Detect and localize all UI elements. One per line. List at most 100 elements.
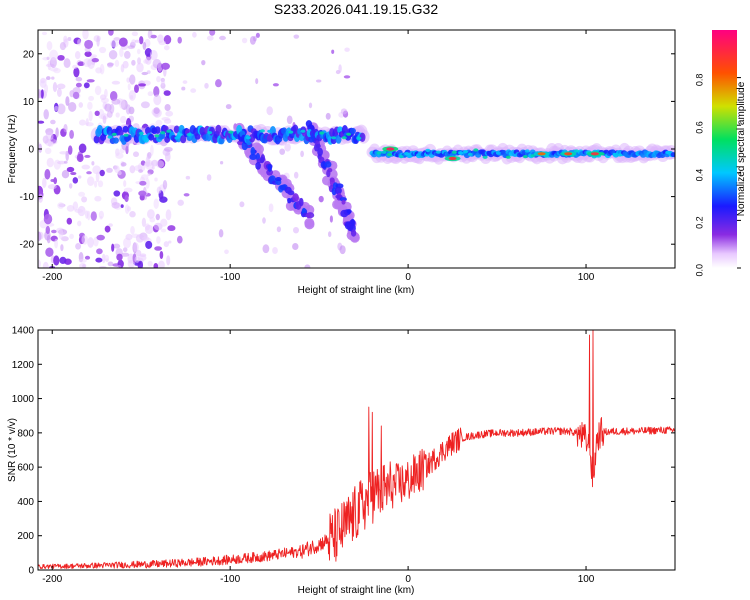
noise-blob bbox=[135, 234, 145, 243]
noise-blob bbox=[255, 78, 259, 85]
noise-blob bbox=[77, 61, 85, 66]
y-tick-label: -10 bbox=[20, 192, 35, 203]
noise-blob bbox=[272, 83, 279, 87]
colorbar-tick-label: 0.8 bbox=[695, 74, 705, 87]
noise-blob bbox=[45, 225, 51, 235]
noise-blob bbox=[84, 154, 91, 158]
noise-blob bbox=[63, 160, 68, 164]
noise-blob bbox=[52, 82, 58, 93]
noise-blob bbox=[86, 79, 95, 83]
noise-blob bbox=[141, 71, 148, 76]
noise-blob bbox=[38, 120, 45, 124]
snr-x-ticks: -200 -100 0 100 bbox=[42, 330, 595, 585]
snr-series bbox=[38, 330, 675, 569]
ridge-blob bbox=[173, 125, 180, 134]
noise-blob bbox=[331, 49, 335, 54]
ridge-blob bbox=[180, 135, 187, 144]
noise-blob bbox=[75, 242, 82, 250]
noise-blob bbox=[102, 115, 107, 124]
noise-blob bbox=[53, 255, 60, 266]
branch-blob bbox=[350, 229, 357, 237]
noise-blob bbox=[46, 157, 54, 168]
noise-blob bbox=[56, 103, 66, 115]
noise-blob bbox=[325, 112, 331, 120]
colorbar-gradient bbox=[712, 30, 737, 268]
branch-blob bbox=[259, 156, 265, 164]
noise-blob bbox=[38, 259, 41, 268]
x-tick-label: 0 bbox=[405, 272, 411, 283]
noise-blob bbox=[60, 244, 64, 252]
branch-blob bbox=[306, 212, 311, 219]
noise-blob bbox=[78, 191, 86, 197]
ridge-core bbox=[123, 133, 129, 137]
noise-blob bbox=[91, 161, 95, 166]
noise-blob bbox=[107, 62, 114, 68]
noise-blob bbox=[98, 108, 105, 120]
noise-blob bbox=[160, 78, 165, 87]
ridge-blob bbox=[96, 124, 103, 135]
noise-blob bbox=[59, 42, 66, 51]
noise-blob bbox=[159, 250, 164, 260]
noise-blob bbox=[124, 194, 129, 203]
noise-blob bbox=[53, 106, 59, 111]
noise-blob bbox=[133, 242, 139, 253]
noise-blob bbox=[44, 84, 49, 94]
noise-blob bbox=[76, 153, 84, 163]
y-tick-label: 800 bbox=[17, 428, 34, 439]
noise-blob bbox=[94, 180, 98, 188]
x-tick-label: -200 bbox=[42, 272, 62, 283]
noise-blob bbox=[92, 165, 101, 175]
noise-blob bbox=[115, 152, 124, 159]
noise-blob bbox=[96, 35, 100, 47]
snr-x-label: Height of straight line (km) bbox=[298, 585, 415, 596]
ridge-core bbox=[482, 155, 488, 159]
figure-title: S233.2026.041.19.15.G32 bbox=[274, 1, 438, 17]
noise-blob bbox=[38, 89, 42, 99]
ridge-blob bbox=[359, 132, 366, 143]
noise-blob bbox=[95, 171, 100, 183]
noise-blob bbox=[63, 35, 68, 43]
ridge-blob bbox=[122, 125, 129, 133]
noise-blob bbox=[149, 216, 156, 223]
noise-blob bbox=[46, 235, 51, 244]
noise-blob bbox=[164, 146, 173, 152]
snr-y-label: SNR (10 * v/v) bbox=[7, 418, 18, 482]
noise-blob bbox=[249, 36, 256, 45]
noise-blob bbox=[55, 127, 59, 138]
snr-panel: -200 -100 0 100 0 200 400 600 800 1000 1200 1400 H… bbox=[7, 326, 676, 596]
ridge-blob bbox=[112, 137, 119, 144]
colorbar-tick-label: 0.2 bbox=[695, 216, 705, 229]
noise-blob bbox=[129, 165, 136, 174]
y-tick-label: 0 bbox=[28, 566, 34, 577]
ridge-core bbox=[300, 129, 306, 133]
ridge-core bbox=[138, 131, 144, 135]
noise-blob bbox=[153, 86, 160, 97]
ridge-core bbox=[107, 135, 113, 139]
colorbar-ticks: 0.0 0.2 0.4 0.6 0.8 bbox=[695, 74, 741, 277]
noise-blob bbox=[72, 91, 80, 100]
ridge-core bbox=[467, 152, 473, 156]
noise-blob bbox=[69, 129, 74, 139]
noise-blob bbox=[141, 236, 150, 241]
noise-blob bbox=[176, 235, 183, 244]
noise-blob bbox=[118, 37, 128, 47]
noise-blob bbox=[95, 257, 103, 263]
noise-blob bbox=[137, 260, 144, 268]
noise-blob bbox=[155, 119, 163, 126]
noise-blob bbox=[239, 201, 245, 208]
branch-blob bbox=[267, 164, 272, 172]
noise-blob bbox=[106, 167, 113, 173]
noise-blob bbox=[73, 67, 80, 78]
snr-background bbox=[38, 330, 675, 570]
noise-blob bbox=[120, 252, 130, 257]
ridge-core bbox=[267, 129, 273, 133]
ridge-core bbox=[154, 134, 160, 138]
noise-blob bbox=[225, 104, 232, 110]
noise-blob bbox=[70, 171, 77, 176]
noise-blob bbox=[66, 217, 73, 225]
noise-blob bbox=[123, 237, 131, 249]
hotspot bbox=[537, 152, 546, 156]
noise-blob bbox=[158, 40, 166, 46]
noise-blob bbox=[318, 195, 324, 203]
